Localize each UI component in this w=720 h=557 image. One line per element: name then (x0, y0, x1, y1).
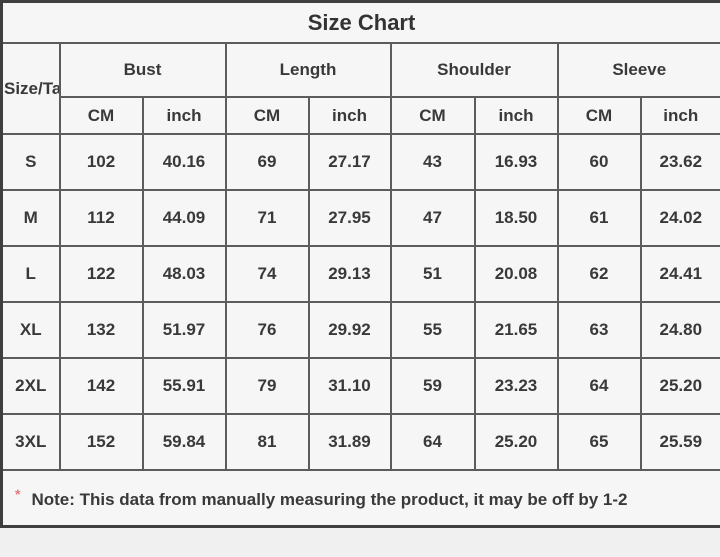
value-cell: 27.95 (307, 189, 392, 247)
group-header-shoulder: Shoulder (389, 42, 559, 98)
table-row-s: S 102 40.16 69 27.17 43 16.93 60 23.62 (0, 133, 720, 191)
value-cell: 40.16 (141, 133, 227, 191)
value-cell: 27.17 (307, 133, 392, 191)
value-cell: 51.97 (141, 301, 227, 359)
value-cell: 51 (389, 245, 476, 303)
size-label: L (0, 245, 61, 303)
table-row-xl: XL 132 51.97 76 29.92 55 21.65 63 24.80 (0, 301, 720, 359)
value-cell: 132 (58, 301, 144, 359)
note-row: * Note: This data from manually measuring… (0, 469, 720, 528)
unit-header: CM (224, 96, 310, 135)
value-cell: 48.03 (141, 245, 227, 303)
value-cell: 18.50 (473, 189, 559, 247)
value-cell: 20.08 (473, 245, 559, 303)
value-cell: 122 (58, 245, 144, 303)
value-cell: 25.59 (639, 413, 720, 471)
unit-header: inch (473, 96, 559, 135)
value-cell: 74 (224, 245, 310, 303)
unit-header: inch (307, 96, 392, 135)
value-cell: 43 (389, 133, 476, 191)
value-cell: 31.89 (307, 413, 392, 471)
value-cell: 23.23 (473, 357, 559, 415)
unit-header: CM (58, 96, 144, 135)
size-label: M (0, 189, 61, 247)
asterisk-marker: * (15, 486, 21, 502)
value-cell: 59.84 (141, 413, 227, 471)
unit-header: CM (389, 96, 476, 135)
table-row-l: L 122 48.03 74 29.13 51 20.08 62 24.41 (0, 245, 720, 303)
value-cell: 69 (224, 133, 310, 191)
value-cell: 55 (389, 301, 476, 359)
value-cell: 76 (224, 301, 310, 359)
size-label: XL (0, 301, 61, 359)
value-cell: 62 (556, 245, 642, 303)
size-label: 3XL (0, 413, 61, 471)
value-cell: 71 (224, 189, 310, 247)
value-cell: 64 (389, 413, 476, 471)
value-cell: 47 (389, 189, 476, 247)
value-cell: 59 (389, 357, 476, 415)
value-cell: 25.20 (473, 413, 559, 471)
value-cell: 65 (556, 413, 642, 471)
value-cell: 44.09 (141, 189, 227, 247)
value-cell: 24.02 (639, 189, 720, 247)
title-row: Size Chart (0, 0, 720, 44)
value-cell: 24.41 (639, 245, 720, 303)
unit-header-row: CM inch CM inch CM inch CM inch (2, 96, 720, 135)
note-text: Note: This data from manually measuring … (31, 490, 628, 509)
value-cell: 64 (556, 357, 642, 415)
table-row-3xl: 3XL 152 59.84 81 31.89 64 25.20 65 25.59 (0, 413, 720, 471)
value-cell: 21.65 (473, 301, 559, 359)
group-header-sleeve: Sleeve (556, 42, 720, 98)
value-cell: 152 (58, 413, 144, 471)
value-cell: 79 (224, 357, 310, 415)
note-cell: * Note: This data from manually measuring… (0, 469, 720, 528)
value-cell: 29.13 (307, 245, 392, 303)
value-cell: 29.92 (307, 301, 392, 359)
value-cell: 112 (58, 189, 144, 247)
size-column-header: Size/Table (0, 42, 61, 135)
value-cell: 24.80 (639, 301, 720, 359)
value-cell: 55.91 (141, 357, 227, 415)
unit-header: CM (556, 96, 642, 135)
value-cell: 63 (556, 301, 642, 359)
table-row-2xl: 2XL 142 55.91 79 31.10 59 23.23 64 25.20 (0, 357, 720, 415)
value-cell: 16.93 (473, 133, 559, 191)
value-cell: 102 (58, 133, 144, 191)
table-row-m: M 112 44.09 71 27.95 47 18.50 61 24.02 (0, 189, 720, 247)
group-header-length: Length (224, 42, 392, 98)
group-header-row: Size/Table Bust Length Shoulder Sleeve (0, 42, 720, 135)
value-cell: 23.62 (639, 133, 720, 191)
value-cell: 81 (224, 413, 310, 471)
size-label: 2XL (0, 357, 61, 415)
page-title: Size Chart (0, 0, 720, 44)
value-cell: 60 (556, 133, 642, 191)
value-cell: 31.10 (307, 357, 392, 415)
unit-header: inch (639, 96, 720, 135)
group-header-bust: Bust (58, 42, 227, 98)
value-cell: 142 (58, 357, 144, 415)
value-cell: 25.20 (639, 357, 720, 415)
size-label: S (0, 133, 61, 191)
value-cell: 61 (556, 189, 642, 247)
size-chart-table: Size Chart Size/Table Bust Length Should… (0, 0, 720, 528)
unit-header: inch (141, 96, 227, 135)
